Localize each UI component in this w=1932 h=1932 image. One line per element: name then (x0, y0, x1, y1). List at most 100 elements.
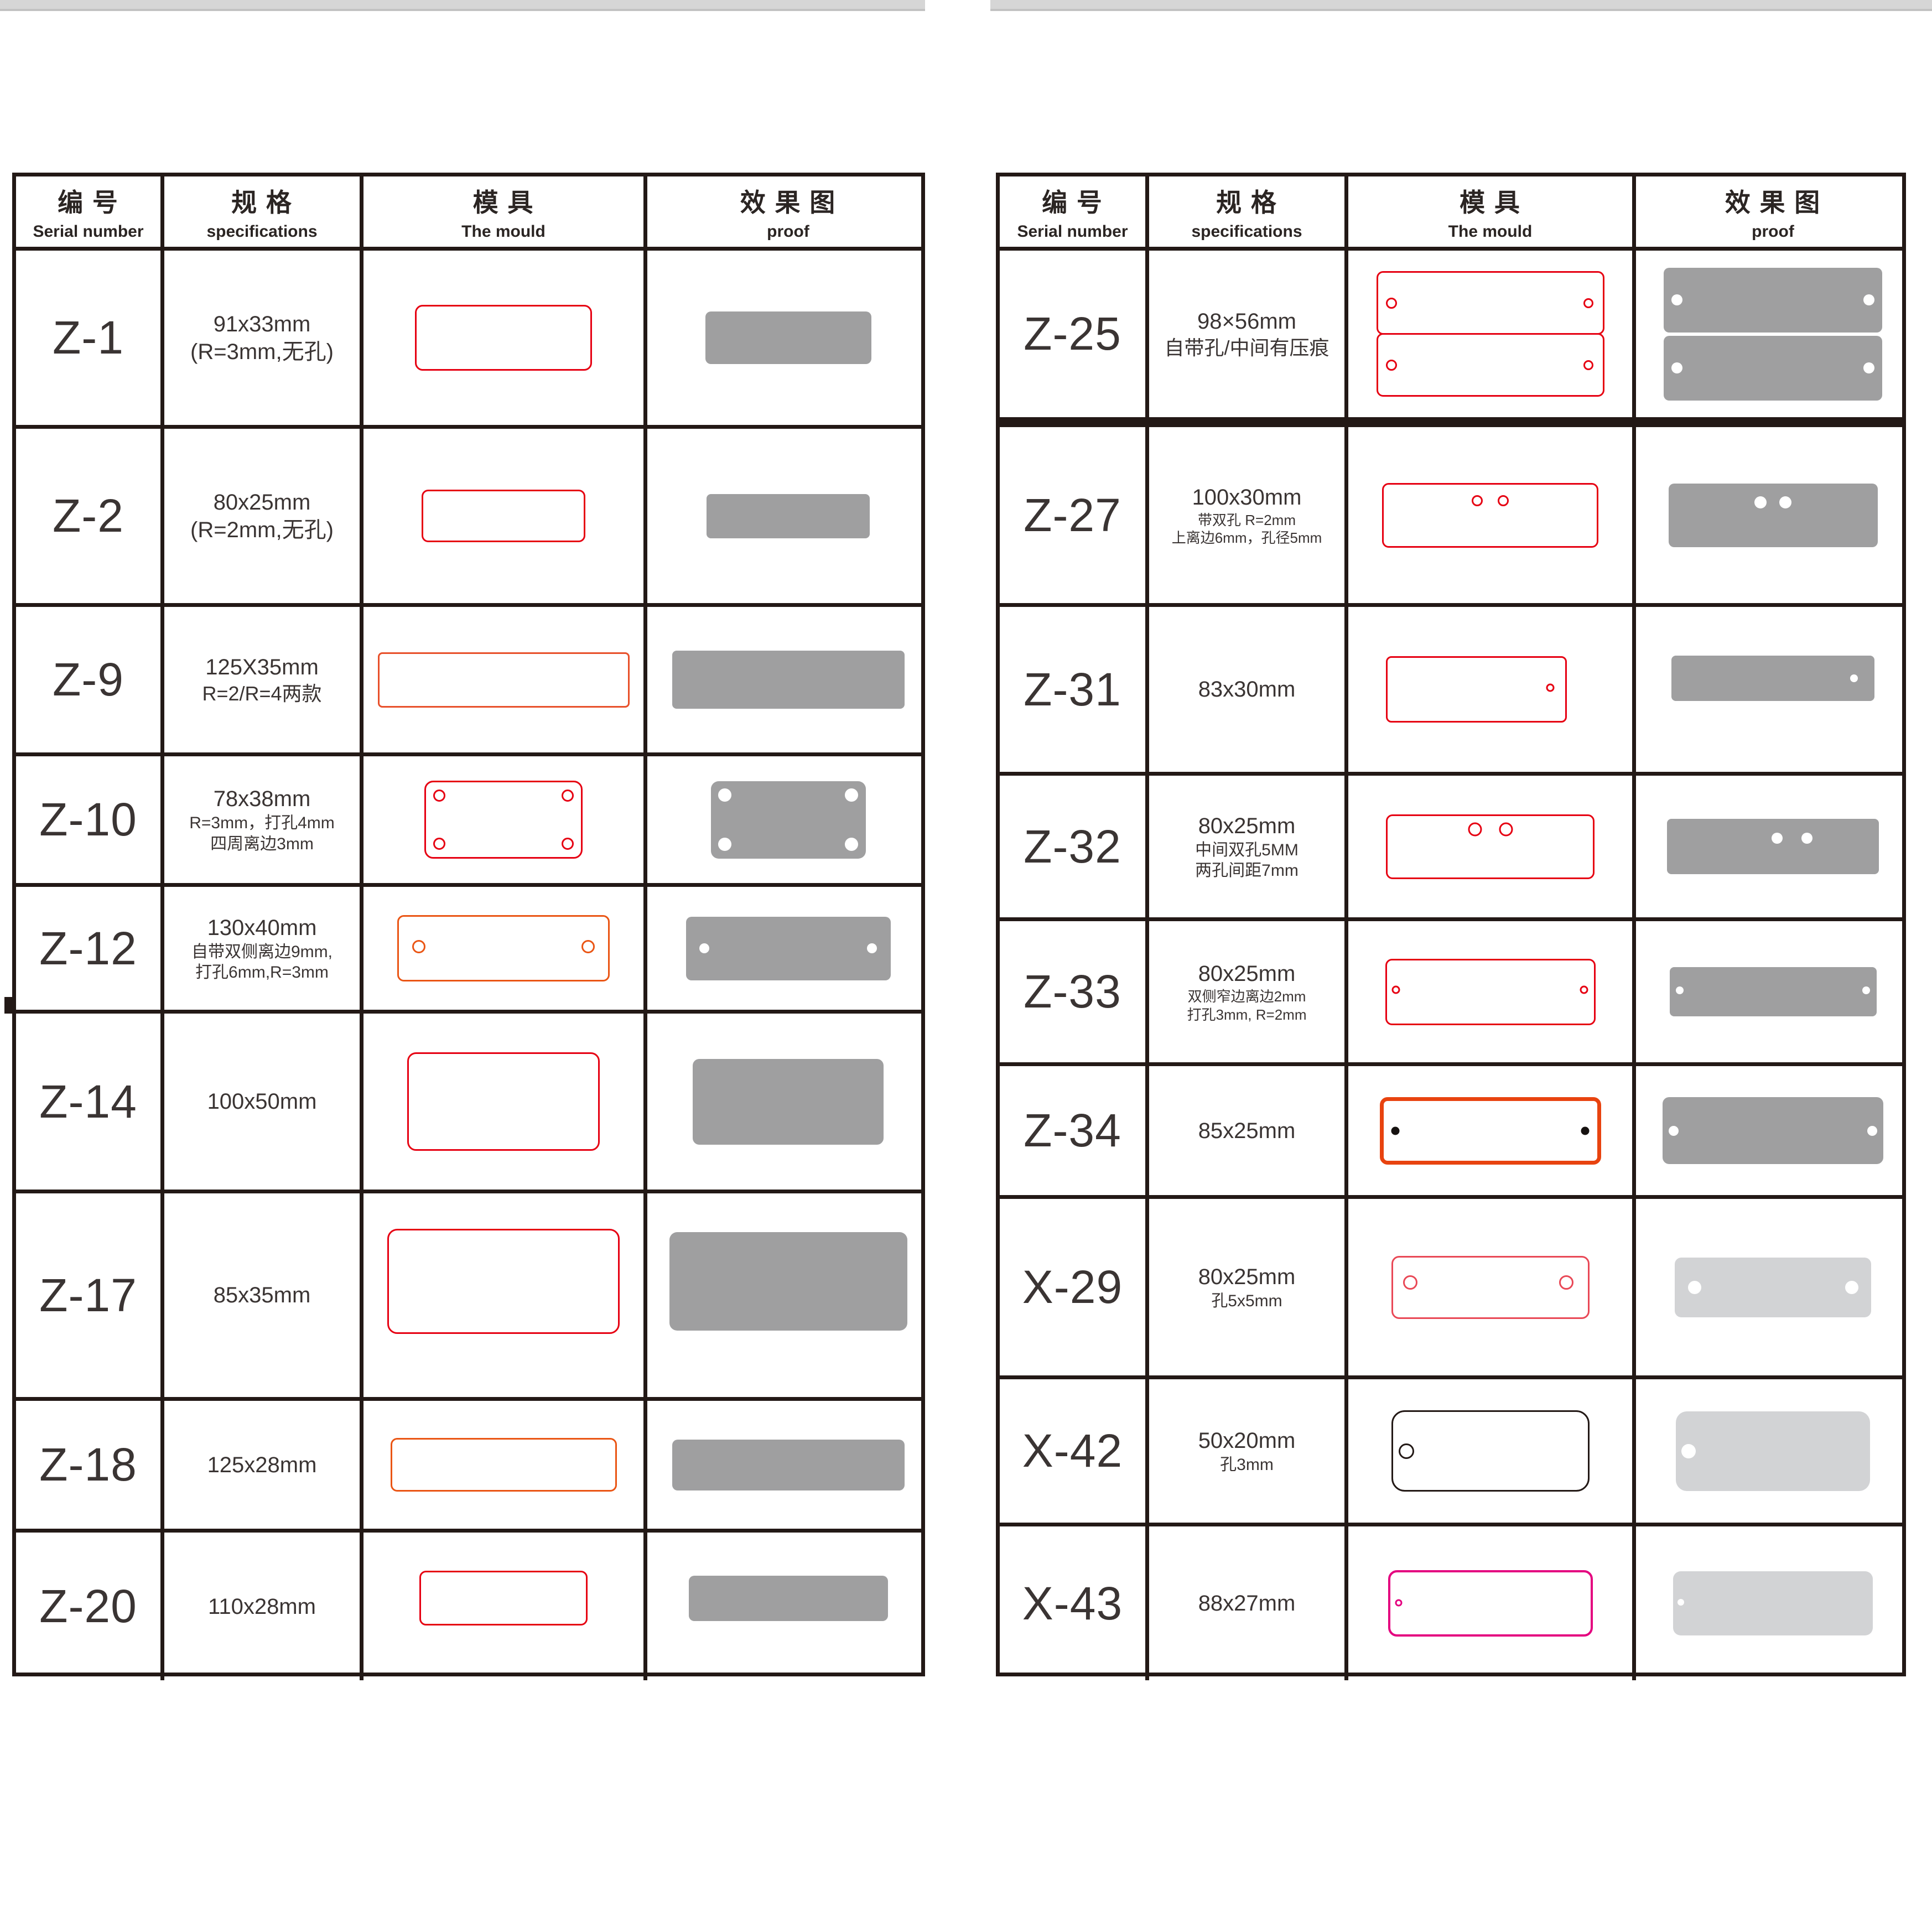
mould-drawing (363, 1193, 643, 1383)
proof-drawing (1636, 1526, 1910, 1680)
table-row-z-9: Z-9 125X35mm R=2/R=4两款 (16, 607, 921, 756)
mould-drawing (1348, 1066, 1632, 1195)
serial-cell: Z-32 (1000, 776, 1149, 917)
proof-drawing (647, 607, 929, 752)
spec-line: 88x27mm (1198, 1591, 1296, 1616)
proof-hole (1867, 1125, 1878, 1136)
proof-drawing (647, 1193, 929, 1383)
spec-line: 83x30mm (1198, 677, 1296, 702)
mould-plate (1376, 333, 1604, 397)
proof-plate (1676, 1411, 1870, 1491)
header-en-mould: The mould (1448, 222, 1533, 241)
table-body: Z-25 98×56mm 自带孔/中间有压痕 Z-27 100x30mm 带双孔 R=2m… (1000, 251, 1902, 1680)
proof-hole (1863, 294, 1875, 305)
mould-hole (1546, 683, 1555, 692)
table-row-z-10: Z-10 78x38mm R=3mm，打孔4mm 四周离边3mm (16, 756, 921, 887)
serial-number: X-43 (1022, 1577, 1123, 1629)
spec-line: 带双孔 R=2mm (1198, 511, 1296, 528)
proof-plate (1675, 1257, 1871, 1317)
mould-plate (1385, 958, 1596, 1025)
mould-hole (1385, 297, 1397, 309)
header-zh-mould: 模 具 (1460, 188, 1521, 217)
mould-drawing (1348, 1379, 1632, 1523)
proof-plate (685, 916, 891, 980)
table-row-z-31: Z-31 83x30mm (1000, 607, 1902, 776)
proof-cell (1636, 427, 1910, 603)
mould-hole (1580, 985, 1588, 994)
proof-cell (1636, 1066, 1910, 1195)
mould-plate (1386, 814, 1595, 879)
header-cell-mould: 模 具 The mould (363, 176, 647, 247)
mould-hole (562, 837, 574, 850)
serial-cell: X-42 (1000, 1379, 1149, 1523)
proof-hole (1779, 496, 1792, 508)
serial-cell: Z-10 (16, 756, 164, 883)
proof-plate (707, 494, 870, 538)
header-en-specifications: specifications (206, 222, 318, 241)
proof-drawing (1636, 1066, 1910, 1195)
serial-number: Z-12 (39, 922, 137, 974)
spec-line: 80x25mm (213, 490, 311, 515)
spec-cell: 125X35mm R=2/R=4两款 (164, 607, 363, 752)
proof-hole (1754, 496, 1767, 508)
proof-drawing (1636, 1379, 1910, 1523)
mould-cell (363, 1014, 647, 1190)
mould-drawing (363, 756, 643, 883)
serial-number: Z-25 (1024, 308, 1121, 360)
mould-hole (412, 939, 425, 953)
proof-plate (693, 1058, 884, 1145)
header-zh-specifications: 规 格 (231, 188, 293, 217)
spec-line: 85x35mm (213, 1283, 311, 1307)
spec-cell: 100x30mm 带双孔 R=2mm 上离边6mm，孔径5mm (1149, 427, 1348, 603)
header-zh-proof: 效 果 图 (740, 188, 837, 217)
table-row-x-43: X-43 88x27mm (1000, 1526, 1902, 1680)
table-row-z-18: Z-18 125x28mm (16, 1401, 921, 1533)
mould-hole (1497, 495, 1509, 507)
serial-number: Z-32 (1024, 820, 1121, 872)
mould-cell (1348, 251, 1636, 417)
mould-plate (422, 490, 585, 542)
mould-hole (1583, 360, 1593, 370)
spec-cell: 78x38mm R=3mm，打孔4mm 四周离边3mm (164, 756, 363, 883)
spec-line: R=3mm，打孔4mm (189, 814, 335, 832)
header-cell-specifications: 规 格 specifications (164, 176, 363, 247)
proof-hole (718, 788, 731, 802)
header-zh-mould: 模 具 (472, 188, 534, 217)
table-row-z-14: Z-14 100x50mm (16, 1014, 921, 1193)
mould-cell (1348, 921, 1636, 1062)
mould-drawing (363, 429, 643, 603)
serial-number: Z-17 (39, 1269, 137, 1321)
top-scan-bar-right (990, 0, 1932, 11)
mould-plate (1382, 482, 1598, 548)
table-row-z-12: Z-12 130x40mm 自带双侧离边9mm, 打孔6mm,R=3mm (16, 887, 921, 1014)
spec-cell: 80x25mm 中间双孔5MM 两孔间距7mm (1149, 776, 1348, 917)
mould-plate (377, 652, 630, 708)
mould-drawing (363, 1533, 643, 1672)
table-row-x-29: X-29 80x25mm 孔5x5mm (1000, 1199, 1902, 1379)
serial-cell: Z-17 (16, 1193, 164, 1397)
mould-plate (1379, 1097, 1601, 1165)
mould-cell (1348, 776, 1636, 917)
proof-hole (1668, 1125, 1679, 1136)
spec-cell: 130x40mm 自带双侧离边9mm, 打孔6mm,R=3mm (164, 887, 363, 1010)
serial-number: X-42 (1022, 1425, 1123, 1477)
mould-drawing (363, 1014, 643, 1190)
spec-line: 50x20mm (1198, 1428, 1296, 1453)
mould-hole (562, 790, 574, 802)
spec-cell: 80x25mm 双侧窄边离边2mm 打孔3mm, R=2mm (1149, 921, 1348, 1062)
proof-hole (1801, 833, 1812, 844)
mould-hole (433, 790, 445, 802)
proof-plate (672, 651, 905, 709)
header-cell-serial: 编 号 Serial number (1000, 176, 1149, 247)
mould-cell (363, 251, 647, 425)
serial-cell: Z-2 (16, 429, 164, 603)
spec-line: 130x40mm (207, 915, 317, 940)
proof-cell (1636, 1379, 1910, 1523)
mould-drawing (1348, 427, 1632, 603)
proof-hole (1845, 1280, 1858, 1294)
serial-number: Z-10 (39, 793, 137, 845)
spec-cell: 91x33mm (R=3mm,无孔) (164, 251, 363, 425)
proof-plate (1668, 483, 1878, 547)
spec-line: 91x33mm (213, 311, 311, 336)
